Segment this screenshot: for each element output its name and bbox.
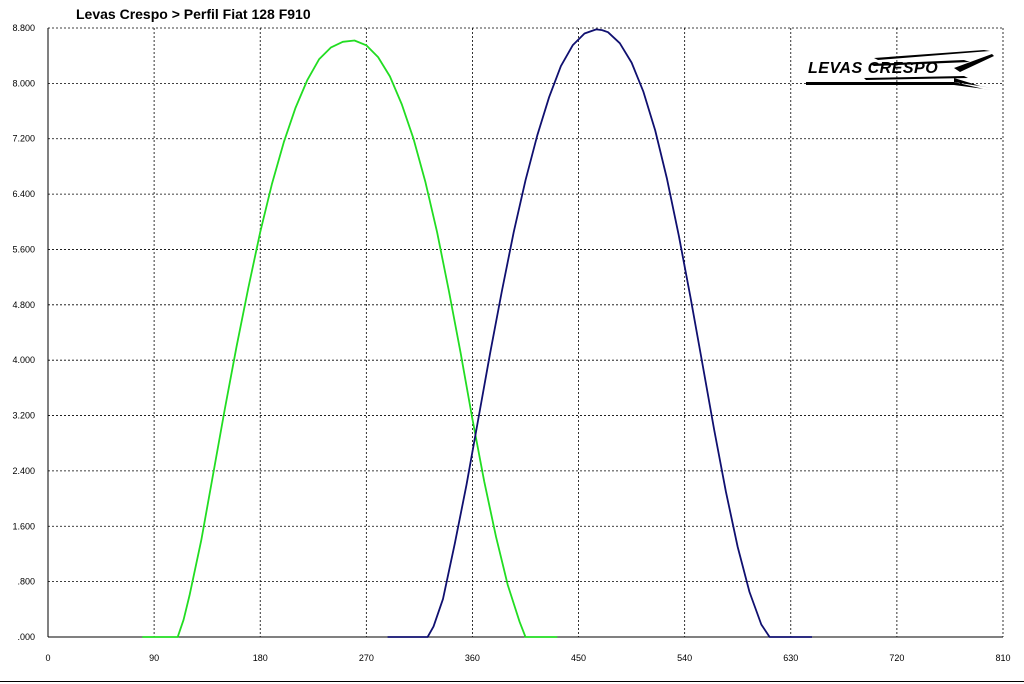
y-tick-label: 3.200 xyxy=(12,411,35,421)
y-tick-label: 2.400 xyxy=(12,466,35,476)
logo-stripes-icon xyxy=(806,50,994,90)
y-tick-label: 1.600 xyxy=(12,521,35,531)
x-tick-label: 720 xyxy=(889,653,904,663)
y-tick-label: 4.000 xyxy=(12,355,35,365)
y-tick-label: 6.400 xyxy=(12,189,35,199)
x-tick-labels: 0 90 180 270 360 450 540 630 720 810 xyxy=(45,653,1010,663)
y-tick-label: 7.200 xyxy=(12,134,35,144)
x-tick-label: 450 xyxy=(571,653,586,663)
x-tick-label: 180 xyxy=(253,653,268,663)
series-layer xyxy=(142,28,812,638)
x-tick-label: 540 xyxy=(677,653,692,663)
series-line-2 xyxy=(387,28,812,638)
y-tick-label: 8.000 xyxy=(12,78,35,88)
y-tick-label: .000 xyxy=(17,632,35,642)
axes xyxy=(47,28,1003,638)
series-line-1 xyxy=(142,39,558,638)
grid xyxy=(48,27,1004,637)
y-tick-label: .800 xyxy=(17,577,35,587)
x-tick-label: 630 xyxy=(783,653,798,663)
levas-crespo-logo: LEVAS CRESPO xyxy=(804,48,994,92)
chart-title: Levas Crespo > Perfil Fiat 128 F910 xyxy=(76,6,311,22)
x-tick-label: 90 xyxy=(149,653,159,663)
x-tick-label: 0 xyxy=(45,653,50,663)
y-tick-label: 4.800 xyxy=(12,300,35,310)
x-tick-label: 360 xyxy=(465,653,480,663)
x-tick-label: 810 xyxy=(995,653,1010,663)
logo-text: LEVAS CRESPO xyxy=(808,60,939,77)
bottom-border xyxy=(0,681,1024,682)
y-tick-label: 8.800 xyxy=(12,23,35,33)
y-tick-labels: .000 .800 1.600 2.400 3.200 4.000 4.800 5.600 6.… xyxy=(12,23,35,642)
x-tick-label: 270 xyxy=(359,653,374,663)
y-tick-label: 5.600 xyxy=(12,244,35,254)
